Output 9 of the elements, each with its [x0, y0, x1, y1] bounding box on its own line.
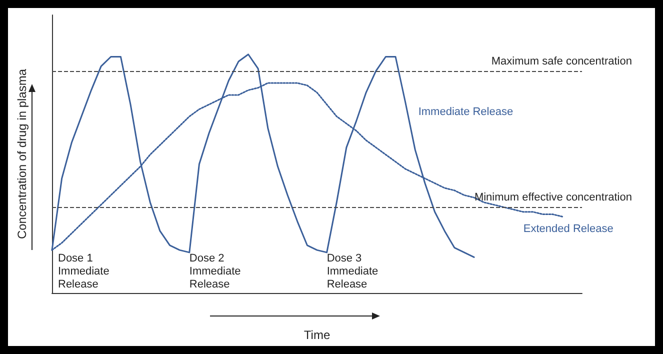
annotation: Dose 1 Immediate Release	[58, 252, 110, 290]
series-label: Extended Release	[523, 223, 614, 236]
ref-line-label: Minimum effective concentration	[474, 192, 632, 204]
annotation: Dose 2 Immediate Release	[189, 252, 241, 290]
ref-line-label: Maximum safe concentration	[491, 56, 632, 68]
annotation: Dose 3 Immediate Release	[326, 252, 378, 290]
x-axis-title: Time	[304, 328, 330, 342]
series-label: Immediate Release	[418, 106, 514, 118]
y-axis-title: Concentration of drug in plasma	[15, 68, 29, 240]
